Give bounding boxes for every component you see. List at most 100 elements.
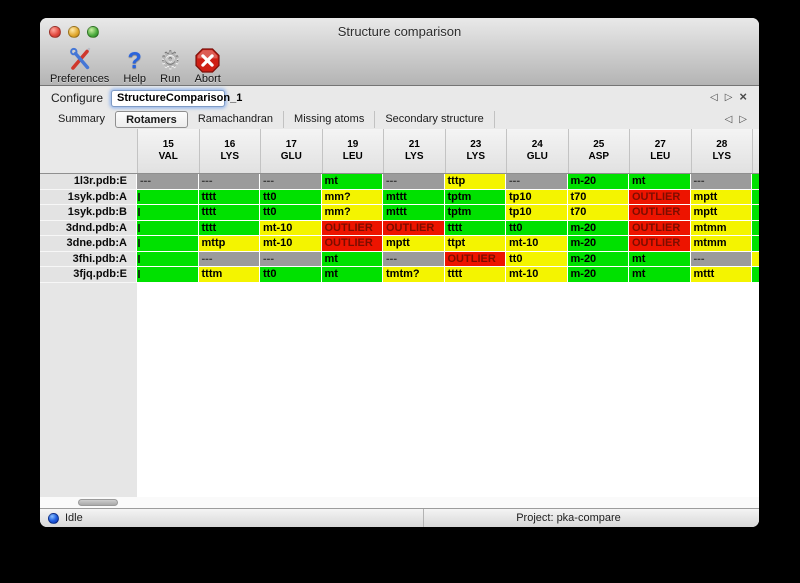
toolbar-button-preferences[interactable]: Preferences (50, 47, 109, 85)
close-button[interactable] (49, 26, 61, 38)
prev-tab-icon[interactable]: ◁ (724, 113, 733, 125)
cell[interactable]: --- (198, 251, 260, 267)
cell[interactable]: OUTLIER (629, 189, 691, 205)
cell[interactable]: --- (198, 174, 260, 190)
cell[interactable]: tptm (444, 205, 506, 221)
cell[interactable]: tt0 (260, 189, 322, 205)
cell[interactable]: t70 (567, 205, 629, 221)
tab-ramachandran[interactable]: Ramachandran (188, 111, 285, 128)
horizontal-scrollbar-thumb[interactable] (78, 499, 118, 506)
cell[interactable]: mtmm (690, 236, 752, 252)
row-label[interactable]: 3dne.pdb:A (40, 236, 137, 252)
cell[interactable]: tt0 (506, 251, 568, 267)
prev-config-icon[interactable]: ◁ (710, 92, 718, 103)
cell[interactable]: tttt (198, 220, 260, 236)
toolbar-button-abort[interactable]: Abort (195, 47, 221, 85)
cell[interactable]: mptt (690, 205, 752, 221)
cell[interactable]: tptm (444, 189, 506, 205)
cell[interactable]: mm? (321, 205, 383, 221)
cell[interactable]: mttt (690, 267, 752, 283)
cell[interactable]: --- (383, 251, 445, 267)
cell[interactable]: --- (383, 174, 445, 190)
row-label[interactable]: 1l3r.pdb:E (40, 174, 137, 190)
column-header-16: 16 LYS (198, 129, 260, 173)
row-label[interactable]: 1syk.pdb:B (40, 205, 137, 221)
row-label[interactable]: 3fhi.pdb:A (40, 251, 137, 267)
cell[interactable]: OUTLIER (629, 220, 691, 236)
cell[interactable]: tttt (444, 220, 506, 236)
cell[interactable]: mptt (690, 189, 752, 205)
cell[interactable]: OUTLIER (629, 205, 691, 221)
cell[interactable]: tttt (198, 189, 260, 205)
horizontal-scrollbar[interactable] (40, 497, 759, 508)
cell[interactable]: mt (629, 251, 691, 267)
close-config-icon[interactable]: × (739, 89, 747, 104)
cell[interactable]: mm? (321, 189, 383, 205)
cell[interactable]: --- (260, 174, 322, 190)
cell[interactable]: mt (321, 267, 383, 283)
cell[interactable] (137, 205, 199, 221)
cell[interactable]: tttt (444, 267, 506, 283)
cell[interactable]: tttt (198, 205, 260, 221)
cell[interactable] (137, 267, 199, 283)
cell[interactable]: m-20 (567, 267, 629, 283)
zoom-button[interactable] (87, 26, 99, 38)
cell[interactable]: mptt (383, 236, 445, 252)
cell[interactable]: mt (321, 174, 383, 190)
cell[interactable]: mt-10 (506, 236, 568, 252)
toolbar-button-help[interactable]: ? Help (123, 47, 146, 85)
minimize-button[interactable] (68, 26, 80, 38)
row-label[interactable]: 3fjq.pdb:E (40, 267, 137, 283)
cell-partial (752, 236, 759, 252)
configure-name-field[interactable]: StructureComparison_1 (111, 89, 242, 107)
cell[interactable]: mtmm (690, 220, 752, 236)
cell[interactable]: ttpt (444, 236, 506, 252)
cell[interactable]: tp10 (506, 189, 568, 205)
cell[interactable]: --- (690, 174, 752, 190)
cell[interactable]: t70 (567, 189, 629, 205)
cell[interactable]: OUTLIER (629, 236, 691, 252)
cell[interactable]: tttp (444, 174, 506, 190)
next-tab-icon[interactable]: ▷ (739, 113, 747, 125)
next-config-icon[interactable]: ▷ (724, 92, 733, 103)
cell[interactable] (137, 220, 199, 236)
cell[interactable]: --- (137, 174, 199, 190)
cell[interactable]: tt0 (260, 267, 322, 283)
cell[interactable]: OUTLIER (321, 220, 383, 236)
cell[interactable]: OUTLIER (321, 236, 383, 252)
tab-missing-atoms[interactable]: Missing atoms (284, 111, 376, 128)
cell[interactable]: mt-10 (506, 267, 568, 283)
cell[interactable]: tttm (198, 267, 260, 283)
cell[interactable]: --- (690, 251, 752, 267)
cell[interactable]: tt0 (260, 205, 322, 221)
cell[interactable]: m-20 (567, 236, 629, 252)
row-label[interactable]: 1syk.pdb:A (40, 189, 137, 205)
cell[interactable] (137, 236, 199, 252)
cell[interactable]: OUTLIER (444, 251, 506, 267)
cell[interactable]: tmtm? (383, 267, 445, 283)
cell[interactable]: --- (260, 251, 322, 267)
cell[interactable]: tt0 (506, 220, 568, 236)
cell[interactable]: mt (321, 251, 383, 267)
tab-summary[interactable]: Summary (58, 113, 106, 125)
cell[interactable]: mttp (198, 236, 260, 252)
cell[interactable]: --- (506, 174, 568, 190)
cell[interactable]: mt-10 (260, 236, 322, 252)
cell[interactable]: mt-10 (260, 220, 322, 236)
cell[interactable]: m-20 (567, 220, 629, 236)
toolbar-button-run[interactable]: ⚙ Run (160, 47, 181, 85)
cell[interactable]: mt (629, 174, 691, 190)
cell[interactable]: mttt (383, 205, 445, 221)
tab-secondary-structure[interactable]: Secondary structure (375, 111, 495, 128)
cell[interactable]: mt (629, 267, 691, 283)
cell[interactable]: OUTLIER (383, 220, 445, 236)
cell[interactable]: m-20 (567, 174, 629, 190)
cell[interactable] (137, 251, 199, 267)
cell[interactable]: tp10 (506, 205, 568, 221)
tab-rotamers[interactable]: Rotamers (115, 111, 188, 128)
row-label[interactable]: 3dnd.pdb:A (40, 220, 137, 236)
cell[interactable]: m-20 (567, 251, 629, 267)
cell[interactable] (137, 189, 199, 205)
cell[interactable]: mttt (383, 189, 445, 205)
column-header-19: 19 LEU (321, 129, 383, 173)
